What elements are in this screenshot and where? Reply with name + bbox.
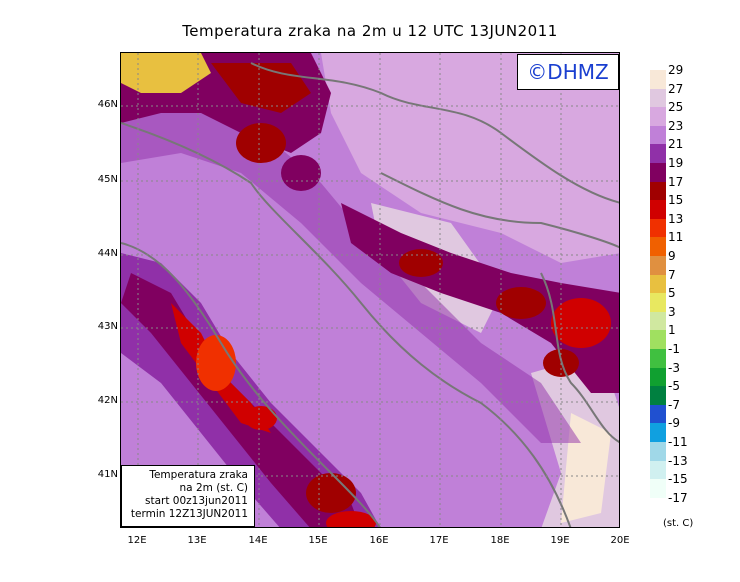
legend-label: -7	[668, 397, 680, 412]
legend-label: -15	[668, 472, 688, 487]
legend-label: -13	[668, 453, 688, 468]
legend-swatch	[650, 349, 666, 368]
legend-label: -17	[668, 490, 688, 505]
legend-swatch	[650, 163, 666, 182]
lon-tick: 15E	[308, 535, 328, 546]
legend-swatch	[650, 293, 666, 312]
legend-swatch	[650, 330, 666, 349]
lat-tick: 44N	[97, 248, 118, 259]
legend-swatch	[650, 311, 666, 331]
lon-tick: 18E	[490, 535, 510, 546]
temperature-field	[121, 53, 619, 527]
legend-label: 7	[668, 267, 676, 282]
legend-label: 27	[668, 81, 684, 96]
legend-swatch	[650, 479, 666, 498]
lon-tick: 14E	[248, 535, 268, 546]
legend-label: 23	[668, 118, 684, 133]
legend-label: 9	[668, 249, 676, 263]
lat-tick: 43N	[97, 321, 118, 332]
lat-tick: 41N	[97, 469, 118, 480]
info-line-2: na 2m (st. C)	[179, 482, 248, 494]
legend-swatch	[650, 88, 666, 108]
info-line-4: termin 12Z13JUN2011	[130, 508, 248, 520]
legend-swatch	[650, 200, 666, 219]
legend-label: 1	[668, 323, 676, 338]
legend-label: 13	[668, 211, 684, 226]
lat-tick: 42N	[97, 395, 118, 406]
lat-tick: 46N	[97, 99, 118, 110]
legend-label: -3	[668, 360, 680, 375]
legend-swatch	[650, 423, 666, 442]
legend-label: 17	[668, 174, 684, 189]
info-line-3: start 00z13jun2011	[145, 495, 248, 507]
legend-label: 19	[668, 156, 684, 170]
legend-swatch	[650, 274, 666, 294]
dhmz-logo: ©DHMZ	[517, 54, 619, 90]
lon-tick: 13E	[187, 535, 207, 546]
info-box: Temperatura zraka na 2m (st. C) start 00…	[121, 465, 255, 527]
lon-tick: 12E	[127, 535, 147, 546]
lon-tick: 17E	[429, 535, 449, 546]
lat-tick: 45N	[97, 174, 118, 185]
legend-swatch	[650, 367, 666, 387]
temperature-map[interactable]	[120, 52, 620, 528]
legend-swatch	[650, 181, 666, 201]
legend-units: (st. C)	[663, 518, 694, 529]
legend-label: -9	[668, 416, 680, 431]
lon-tick: 16E	[369, 535, 389, 546]
legend-label: 21	[668, 137, 684, 152]
legend-swatch	[650, 125, 666, 145]
legend-swatch	[650, 70, 666, 89]
legend-label: 5	[668, 286, 676, 301]
legend-label: -5	[668, 379, 680, 394]
legend-label: 29	[668, 63, 684, 77]
lon-tick: 20E	[610, 535, 630, 546]
map-title: Temperatura zraka na 2m u 12 UTC 13JUN20…	[182, 22, 558, 40]
legend-swatch	[650, 144, 666, 163]
legend-swatch	[650, 107, 666, 126]
legend-label: 15	[668, 193, 684, 208]
legend-swatch	[650, 218, 666, 238]
legend-swatch	[650, 404, 666, 424]
legend-label: -1	[668, 342, 680, 356]
legend-label: -11	[668, 435, 688, 449]
legend-swatch	[650, 256, 666, 275]
info-line-1: Temperatura zraka	[149, 469, 248, 481]
legend-label: 11	[668, 230, 684, 245]
legend-swatch	[650, 442, 666, 461]
legend-swatch	[650, 386, 666, 405]
legend-label: 25	[668, 100, 684, 115]
legend-swatch	[650, 460, 666, 480]
legend-swatch	[650, 237, 666, 256]
lon-tick: 19E	[550, 535, 570, 546]
legend-label: 3	[668, 304, 676, 319]
